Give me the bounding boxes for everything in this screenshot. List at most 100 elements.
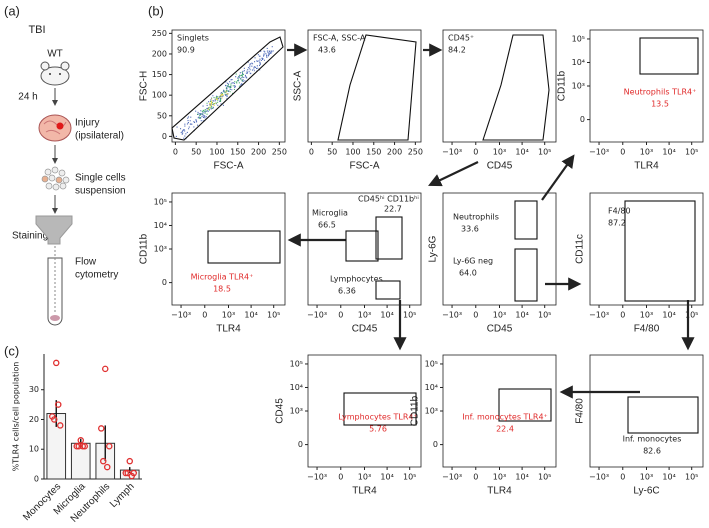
- y-axis-label: CD45: [275, 398, 286, 424]
- data-point: [53, 359, 60, 367]
- flow-plot: −10³ 0 10³ 10⁴ 10⁵ 10⁵ 10⁴ 10³ 0 TLR4 CD11b Microgl…: [139, 192, 286, 335]
- gate: [345, 230, 379, 262]
- x-tick-label: 10⁴: [515, 473, 528, 482]
- x-tick-label: 10⁵: [267, 311, 280, 320]
- step-text: Injury: [75, 118, 99, 129]
- x-tick-label: 10³: [358, 473, 371, 482]
- y-axis-label: SSC-A: [293, 70, 304, 101]
- gate: [343, 392, 417, 426]
- data-point: [106, 443, 113, 450]
- gate: [375, 280, 401, 300]
- x-axis-label: FSC-A: [350, 161, 380, 172]
- y-tick-label: 0: [298, 440, 303, 449]
- x-tick-label: 10⁴: [380, 311, 393, 320]
- x-tick-label: 10⁵: [403, 473, 416, 482]
- gate: [337, 34, 417, 141]
- y-tick-label: 10⁵: [425, 359, 438, 368]
- gate-label: 5.76: [369, 425, 387, 434]
- y-tick-label: 0: [580, 115, 585, 124]
- y-axis-label: Ly-6G: [428, 235, 439, 262]
- y-axis-label: CD11c: [575, 234, 586, 264]
- gate-label: Lymphocytes: [330, 275, 383, 284]
- gate-label: 66.5: [318, 221, 336, 230]
- y-tick-label: 10³: [425, 407, 438, 416]
- y-tick-label: 10⁵: [572, 34, 585, 43]
- gate: [171, 36, 284, 141]
- data-point: [124, 469, 132, 477]
- gate: [514, 200, 538, 240]
- x-tick-label: −10³: [307, 473, 327, 482]
- y-tick-label: 10⁵: [154, 197, 167, 206]
- x-tick-label: 0: [202, 311, 207, 320]
- y-tick-label: 30: [29, 385, 39, 394]
- brain-icon: [38, 114, 72, 142]
- x-tick-label: 10⁵: [685, 473, 698, 482]
- y-axis-label: F4/80: [575, 398, 586, 424]
- gate: [639, 37, 699, 75]
- x-tick-label: −10³: [442, 473, 462, 482]
- gating-arrows: [287, 43, 695, 399]
- data-point: [77, 437, 85, 444]
- x-tick-label: 10⁴: [244, 311, 257, 320]
- x-tick-label: 10⁴: [662, 148, 675, 157]
- data-point: [122, 469, 130, 477]
- y-axis-label: CD11b: [410, 395, 421, 426]
- y-tick-label: 0: [162, 132, 167, 141]
- gate-label: 33.6: [461, 225, 479, 234]
- x-tick-label: 10³: [493, 473, 506, 482]
- gate-label: Neutrophils: [453, 213, 499, 222]
- y-tick-label: 10⁴: [154, 221, 167, 230]
- events: [175, 46, 274, 140]
- data-point: [79, 443, 87, 450]
- flow-plot: −10³ 0 10³ 10⁴ 10⁵ CD45 Ly-6G Neutrophils 33.6 Ly…: [428, 192, 557, 335]
- y-tick-label: 10³: [572, 82, 585, 91]
- step-text: Single cells: [75, 173, 126, 184]
- gate-label: Ly-6G neg: [453, 257, 493, 266]
- mouse-icon: [40, 61, 70, 86]
- x-tick-label: −10³: [589, 311, 609, 320]
- y-tick-label: 10⁴: [572, 58, 585, 67]
- x-tick-label: 10⁵: [685, 148, 698, 157]
- x-tick-label: Lymph: [108, 481, 137, 510]
- step-text: (ipsilateral): [75, 131, 124, 142]
- step-text: Staining: [12, 231, 48, 242]
- gate-label: CD45⁺: [448, 34, 474, 43]
- plot-frame: [442, 192, 557, 306]
- gate: [375, 216, 403, 260]
- x-tick-label: −10³: [442, 311, 462, 320]
- plot-frame: [307, 354, 422, 468]
- x-tick-label: 10⁵: [538, 148, 551, 157]
- gate: [498, 388, 552, 422]
- x-tick-label: 0: [620, 148, 625, 157]
- gate-label: Inf. monocytes TLR4⁺: [462, 413, 548, 422]
- x-tick-label: 10⁵: [538, 311, 551, 320]
- x-tick-label: 10⁴: [380, 473, 393, 482]
- y-tick-label: 10: [29, 445, 39, 454]
- gate-label: 18.5: [213, 285, 231, 294]
- strain: WT: [47, 49, 63, 60]
- x-tick-label: 0: [309, 148, 314, 157]
- x-tick-label: 10³: [640, 311, 653, 320]
- flow-plot: −10³ 0 10³ 10⁴ 10⁵ Ly-6C F4/80 Inf. monocytes 82…: [575, 354, 704, 497]
- x-tick-label: Monocytes: [21, 481, 63, 523]
- data-point: [126, 457, 134, 465]
- x-tick-label: 10⁵: [403, 311, 416, 320]
- x-tick-label: 0: [338, 311, 343, 320]
- flow-plot: 0 50 100 150 200 250 250 200 150 100 50 0 FSC-A FSC-H…: [139, 29, 287, 172]
- x-tick-label: 200: [387, 148, 402, 157]
- gate-label: CD45ʰⁱ CD11bʰⁱ: [358, 195, 419, 204]
- x-axis-label: CD45: [487, 324, 513, 335]
- y-tick-label: 50: [157, 111, 167, 120]
- y-axis-label: CD11b: [557, 70, 568, 101]
- x-tick-label: 200: [251, 148, 266, 157]
- y-tick-label: 10⁵: [290, 359, 303, 368]
- step-text: suspension: [75, 186, 126, 197]
- x-tick-label: 0: [473, 148, 478, 157]
- flow-icon: [35, 215, 73, 326]
- plot-frame: [307, 29, 422, 143]
- x-tick-label: 250: [408, 148, 423, 157]
- step-text: cytometry: [75, 270, 118, 281]
- cells-icon: [41, 166, 70, 191]
- flow-plot: −10³ 0 10³ 10⁴ 10⁵ 10⁵ 10⁴ 10³ 0 TLR4 CD45 Lymphocy…: [275, 354, 422, 497]
- x-tick-label: 100: [345, 148, 360, 157]
